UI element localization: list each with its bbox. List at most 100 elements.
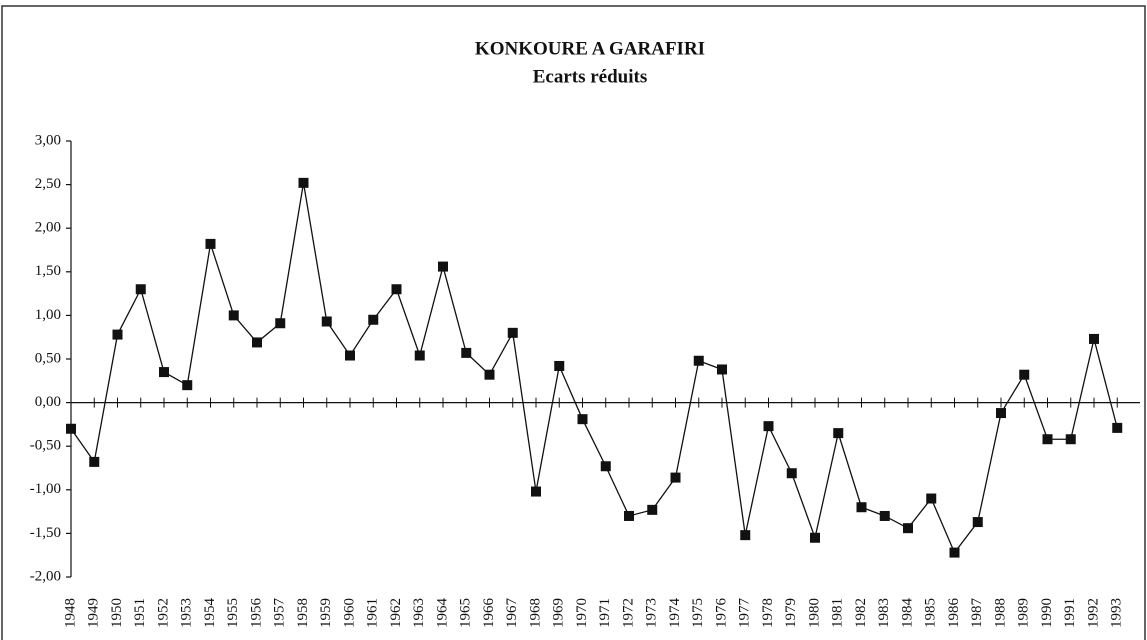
point-marker [1112,422,1123,433]
x-tick-label: 1975 [690,598,706,628]
point-marker [275,318,286,329]
x-tick-label: 1971 [597,598,613,628]
point-marker [1019,369,1030,380]
x-tick-label: 1972 [620,598,636,628]
x-tick-label: 1981 [830,598,846,628]
point-marker [670,472,681,483]
x-tick-label: 1984 [899,598,915,629]
point-marker [972,517,983,528]
x-tick-label: 1988 [992,598,1008,628]
point-marker [717,364,727,375]
point-marker [740,530,751,541]
y-tick-label: 2,00 [35,220,61,236]
x-tick-label: 1969 [551,598,567,628]
x-tick-label: 1973 [644,598,660,628]
point-marker [949,547,960,558]
x-tick-label: 1983 [876,598,892,628]
point-marker [66,423,76,434]
point-marker [531,486,541,497]
x-tick-label: 1964 [434,598,450,629]
x-tick-label: 1956 [248,598,264,629]
y-tick-label: 3,00 [35,132,61,148]
point-marker [182,380,193,391]
x-tick-label: 1986 [946,598,962,629]
point-marker [135,284,146,295]
x-tick-label: 1962 [388,598,404,628]
point-marker [554,360,565,371]
x-tick-label: 1960 [341,598,357,628]
point-marker [507,327,518,338]
x-tick-label: 1992 [1085,598,1101,628]
point-marker [693,355,704,366]
point-marker [856,502,867,513]
point-marker [1042,434,1053,445]
x-tick-label: 1982 [853,598,869,628]
y-tick-label: 0,00 [35,394,61,410]
x-tick-label: 1950 [109,598,125,628]
x-tick-label: 1951 [132,598,148,628]
point-marker [833,428,844,439]
point-marker [414,350,425,361]
x-tick-label: 1967 [504,598,520,629]
chart-frame [1,5,1146,640]
x-tick-label: 1963 [411,598,427,628]
x-tick-label: 1991 [1062,598,1078,628]
x-tick-label: 1952 [155,598,171,628]
point-marker [345,350,355,361]
point-marker [112,329,123,340]
y-tick-label: 2,50 [35,176,61,192]
y-tick-label: 0,50 [35,350,61,366]
point-marker [926,493,937,504]
y-tick-label: -2,00 [30,568,61,584]
point-marker [368,314,379,325]
x-tick-label: 1989 [1016,598,1032,628]
point-marker [1065,434,1076,445]
x-tick-label: 1974 [667,598,683,629]
series-line [70,182,1118,554]
x-tick-label: 1966 [481,598,497,629]
x-tick-label: 1965 [458,598,474,628]
point-marker [205,238,216,249]
point-marker [996,408,1006,419]
point-marker [484,369,495,380]
x-tick-label: 1993 [1109,598,1125,628]
x-tick-label: 1954 [202,598,218,629]
point-marker [624,510,634,521]
y-tick-label: -0,50 [30,438,61,454]
x-tick-label: 1979 [783,598,799,628]
x-tick-label: 1970 [574,598,590,628]
x-tick-label: 1985 [923,598,939,628]
chart-subtitle: Ecarts réduits [533,66,648,87]
x-tick-label: 1961 [365,598,381,628]
x-tick-label: 1978 [760,598,776,628]
point-marker [647,504,658,515]
point-marker [298,177,309,188]
point-marker [438,261,448,272]
point-marker [577,414,588,425]
point-marker [252,337,262,348]
point-marker [600,461,611,472]
x-tick-label: 1953 [179,598,195,628]
x-tick-label: 1976 [713,598,729,629]
x-tick-label: 1958 [295,598,311,628]
point-marker [903,523,913,534]
point-marker [786,468,797,479]
point-marker [321,316,332,327]
point-marker [763,421,774,432]
x-tick-label: 1959 [318,598,334,628]
x-tick-label: 1955 [225,598,241,628]
point-marker [461,347,472,358]
x-tick-label: 1990 [1039,598,1055,628]
point-marker [810,532,820,543]
x-tick-label: 1980 [806,598,822,628]
x-tick-label: 1949 [86,598,102,628]
point-marker [1089,333,1099,344]
point-marker [159,367,169,378]
x-tick-label: 1977 [737,598,753,629]
point-marker [228,310,239,321]
x-tick-label: 1968 [527,598,543,628]
x-tick-label: 1948 [62,598,78,628]
y-tick-label: -1,00 [30,481,61,497]
y-tick-label: 1,50 [35,263,61,279]
